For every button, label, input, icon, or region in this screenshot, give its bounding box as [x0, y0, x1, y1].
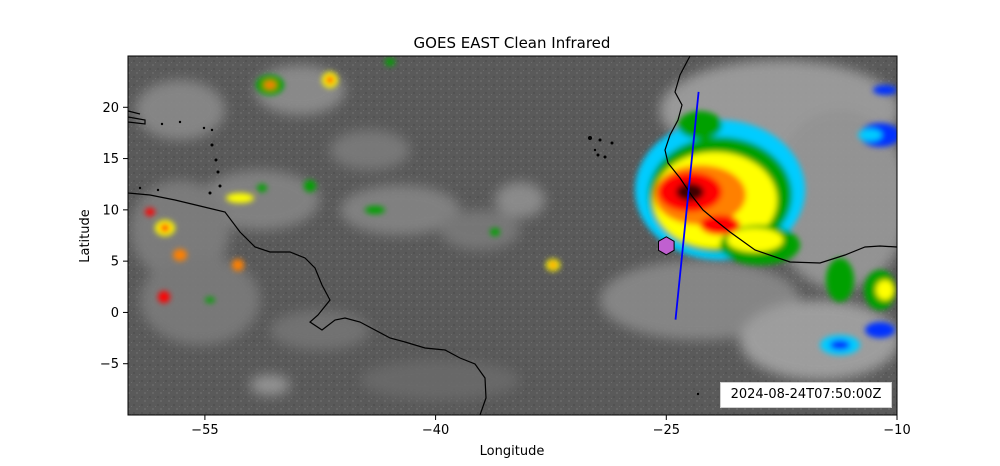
timestamp-label: 2024-08-24T07:50:00Z [720, 382, 892, 408]
hexagon-marker [658, 236, 675, 256]
cuba-coast [128, 110, 141, 115]
y-tick-label: 20 [102, 101, 119, 116]
y-tick-label: 15 [102, 152, 119, 167]
transect-line [674, 91, 700, 320]
x-tick-label: −25 [653, 423, 680, 438]
x-axis-label: Longitude [480, 444, 545, 459]
x-tick-label: −40 [422, 423, 449, 438]
x-tick-label: −10 [883, 423, 910, 438]
y-tick-label: 5 [111, 255, 119, 270]
y-axis-label: Latitude [78, 209, 93, 263]
chart-title: GOES EAST Clean Infrared [414, 34, 611, 52]
x-tick-label: −55 [191, 423, 218, 438]
plot-frame [127, 55, 898, 416]
islands [138, 120, 700, 396]
coastlines [128, 56, 897, 415]
x-axis: −55 −40 −25 −10 [191, 415, 911, 438]
y-tick-label: −5 [100, 357, 119, 372]
y-tick-label: 0 [111, 306, 119, 321]
south-america-coast [128, 192, 487, 415]
africa-coast [664, 56, 897, 264]
y-axis: 20 15 10 5 0 −5 [100, 101, 128, 372]
y-tick-label: 10 [102, 203, 119, 218]
caribbean-coast [128, 116, 146, 125]
satellite-imagery [128, 56, 897, 415]
